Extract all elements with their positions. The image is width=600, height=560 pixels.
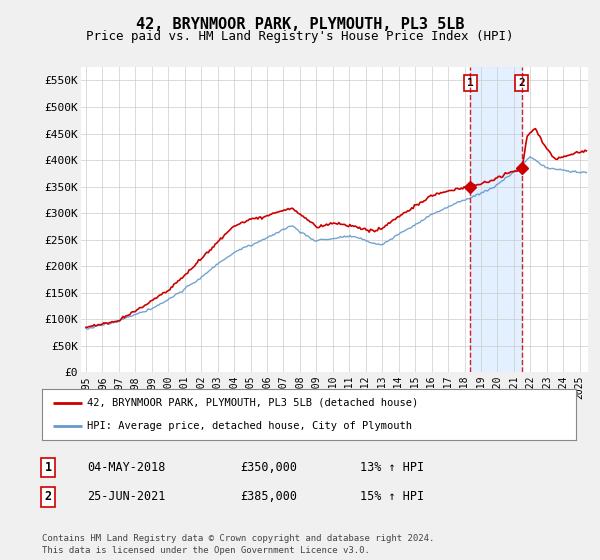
Text: 42, BRYNMOOR PARK, PLYMOUTH, PL3 5LB (detached house): 42, BRYNMOOR PARK, PLYMOUTH, PL3 5LB (de…: [88, 398, 419, 408]
Text: Contains HM Land Registry data © Crown copyright and database right 2024.
This d: Contains HM Land Registry data © Crown c…: [42, 534, 434, 555]
Text: 25-JUN-2021: 25-JUN-2021: [87, 490, 166, 503]
Text: 13% ↑ HPI: 13% ↑ HPI: [360, 461, 424, 474]
Bar: [470, 67, 522, 372]
Text: 04-MAY-2018: 04-MAY-2018: [87, 461, 166, 474]
Text: 1: 1: [44, 461, 52, 474]
Text: HPI: Average price, detached house, City of Plymouth: HPI: Average price, detached house, City…: [88, 421, 412, 431]
Text: Price paid vs. HM Land Registry's House Price Index (HPI): Price paid vs. HM Land Registry's House …: [86, 30, 514, 43]
Text: £350,000: £350,000: [240, 461, 297, 474]
Text: 2: 2: [518, 78, 525, 88]
Text: 1: 1: [467, 78, 473, 88]
Text: 42, BRYNMOOR PARK, PLYMOUTH, PL3 5LB: 42, BRYNMOOR PARK, PLYMOUTH, PL3 5LB: [136, 17, 464, 32]
Text: 15% ↑ HPI: 15% ↑ HPI: [360, 490, 424, 503]
Text: 2: 2: [44, 490, 52, 503]
Text: £385,000: £385,000: [240, 490, 297, 503]
